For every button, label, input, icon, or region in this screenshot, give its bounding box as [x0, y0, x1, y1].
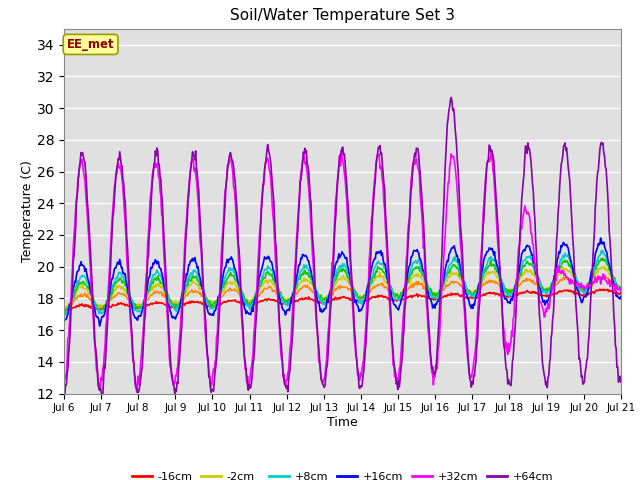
Line: -2cm: -2cm — [64, 266, 621, 312]
+2cm — [185, 277, 193, 283]
+64cm — [214, 347, 221, 353]
+8cm — [428, 293, 435, 299]
+64cm — [70, 253, 78, 259]
+8cm — [598, 248, 605, 253]
+32cm — [127, 331, 135, 337]
+8cm — [63, 312, 71, 318]
-8cm — [595, 273, 602, 279]
-8cm — [60, 307, 68, 312]
-2cm — [617, 286, 625, 291]
+2cm — [214, 295, 222, 301]
Line: +16cm: +16cm — [64, 238, 621, 326]
+64cm — [127, 324, 135, 330]
+64cm — [60, 395, 68, 400]
+32cm — [60, 382, 68, 387]
-2cm — [184, 285, 192, 291]
+64cm — [184, 199, 192, 205]
+64cm — [410, 155, 418, 161]
-16cm — [617, 290, 625, 296]
+8cm — [214, 298, 222, 303]
+32cm — [70, 232, 78, 238]
Line: +32cm: +32cm — [64, 151, 621, 392]
-16cm — [411, 293, 419, 299]
-8cm — [184, 292, 192, 298]
+32cm — [412, 156, 419, 162]
+64cm — [447, 95, 455, 100]
+32cm — [133, 389, 141, 395]
+64cm — [426, 348, 434, 354]
+8cm — [185, 274, 193, 279]
-2cm — [60, 309, 68, 314]
-16cm — [596, 286, 604, 292]
Line: -8cm: -8cm — [64, 276, 621, 310]
-2cm — [410, 273, 418, 278]
-2cm — [70, 294, 78, 300]
+32cm — [617, 289, 625, 295]
-8cm — [426, 290, 434, 296]
+8cm — [411, 260, 419, 265]
+8cm — [128, 298, 136, 303]
+16cm — [617, 294, 625, 300]
Line: -16cm: -16cm — [64, 289, 621, 311]
Line: +64cm: +64cm — [64, 97, 621, 397]
-16cm — [428, 297, 435, 302]
+2cm — [428, 287, 435, 293]
+8cm — [617, 287, 625, 292]
+16cm — [411, 248, 419, 253]
+64cm — [617, 379, 625, 385]
+2cm — [599, 255, 607, 261]
X-axis label: Time: Time — [327, 416, 358, 429]
+16cm — [128, 304, 136, 310]
+32cm — [214, 311, 222, 316]
+16cm — [185, 262, 193, 268]
-8cm — [214, 298, 221, 303]
+16cm — [428, 298, 435, 304]
-2cm — [426, 288, 434, 294]
+2cm — [411, 265, 419, 271]
+16cm — [96, 323, 104, 329]
-8cm — [127, 300, 135, 305]
+16cm — [60, 318, 68, 324]
Title: Soil/Water Temperature Set 3: Soil/Water Temperature Set 3 — [230, 9, 455, 24]
+8cm — [60, 309, 68, 314]
+16cm — [597, 235, 605, 241]
-16cm — [71, 304, 79, 310]
Text: EE_met: EE_met — [67, 38, 115, 51]
-2cm — [214, 297, 221, 302]
+2cm — [60, 307, 68, 313]
-8cm — [410, 282, 418, 288]
Line: +2cm: +2cm — [64, 258, 621, 312]
+8cm — [71, 285, 79, 291]
+32cm — [337, 148, 345, 154]
-16cm — [61, 308, 68, 313]
Line: +8cm: +8cm — [64, 251, 621, 315]
+16cm — [214, 294, 222, 300]
+2cm — [70, 294, 78, 300]
+2cm — [617, 285, 625, 291]
+2cm — [128, 298, 136, 303]
-16cm — [185, 300, 193, 305]
-8cm — [70, 298, 78, 304]
+32cm — [185, 186, 193, 192]
+32cm — [428, 369, 436, 375]
-16cm — [60, 306, 68, 312]
-2cm — [127, 296, 135, 301]
+2cm — [96, 309, 104, 315]
-16cm — [214, 302, 222, 308]
Legend: -16cm, -8cm, -2cm, +2cm, +8cm, +16cm, +32cm, +64cm: -16cm, -8cm, -2cm, +2cm, +8cm, +16cm, +3… — [132, 472, 553, 480]
-2cm — [600, 264, 607, 269]
+16cm — [70, 283, 78, 288]
Y-axis label: Temperature (C): Temperature (C) — [20, 160, 34, 262]
-16cm — [128, 303, 136, 309]
-8cm — [617, 287, 625, 293]
